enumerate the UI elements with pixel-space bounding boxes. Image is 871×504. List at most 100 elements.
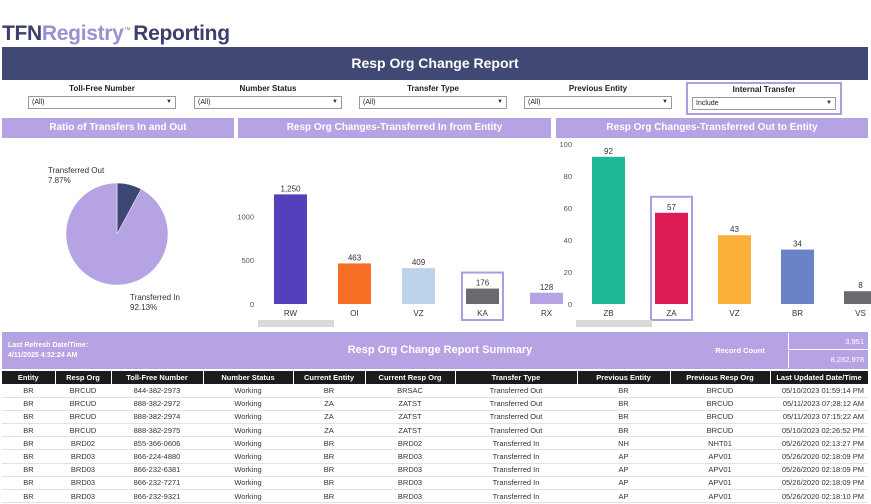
y-tick-label: 500 — [241, 256, 254, 265]
table-cell: BRD03 — [55, 463, 111, 477]
table-cell: NH — [577, 436, 670, 451]
table-cell: 05/26/2020 02:18:09 PM — [770, 476, 868, 491]
data-label: 463 — [348, 253, 362, 262]
x-tick-label: OI — [350, 309, 358, 318]
table-cell: 05/26/2020 02:18:09 PM — [770, 449, 868, 464]
data-label: 43 — [730, 225, 739, 234]
table-cell: Transferred Out — [455, 410, 577, 425]
table-cell: BRCUD — [55, 397, 111, 411]
table-cell: BRD03 — [55, 489, 111, 504]
transfer-type-dropdown[interactable]: (All) ▼ — [359, 96, 507, 109]
table-row[interactable]: BR BRCUD 844-382-2973 Working BR BRSAC Transfe… — [2, 384, 868, 398]
filter-label: Toll-Free Number — [69, 84, 135, 93]
table-cell: BR — [293, 489, 365, 504]
table-cell: BR — [2, 410, 55, 425]
bar — [466, 288, 499, 304]
table-row[interactable]: BR BRD03 866-224-4880 Working BR BRD03 Transfe… — [2, 449, 868, 464]
transferred-in-panel-header: Resp Org Changes-Transferred In from Ent… — [238, 118, 551, 138]
column-header[interactable]: Number Status — [203, 371, 294, 384]
table-row[interactable]: BR BRCUD 888-382-2975 Working ZA ZATST Transfe… — [2, 423, 868, 438]
table-cell: 866-232-7271 — [111, 476, 203, 491]
pie-slice — [65, 182, 169, 286]
table-cell: 866-232-6381 — [111, 463, 203, 477]
bar — [338, 263, 371, 304]
table-cell: BRD03 — [365, 463, 455, 477]
column-header[interactable]: Entity — [2, 371, 56, 384]
highlight-box — [461, 271, 504, 321]
table-cell: BR — [293, 449, 365, 464]
column-header[interactable]: Last Updated Date/Time — [770, 371, 869, 384]
table-cell: Transferred In — [455, 463, 577, 477]
x-tick-label: VS — [855, 309, 866, 318]
column-header[interactable]: Current Resp Org — [365, 371, 456, 384]
table-cell: 866-224-4880 — [111, 449, 203, 464]
table-cell: BRCUD — [670, 423, 770, 438]
x-tick-label: RX — [541, 309, 553, 318]
record-count-value-2: 8,282,978 — [788, 351, 868, 368]
table-row[interactable]: BR BRCUD 888-382-2974 Working ZA ZATST Transfe… — [2, 410, 868, 425]
transferred-out-bar-chart: 0 20 40 60 80 100 92 ZB 57 ZA 43 VZ 34 BR 8 VS — [559, 140, 871, 327]
filter-internal-transfer: Internal Transfer Include ▼ — [686, 82, 842, 115]
table-cell: 05/11/2023 07:28:12 AM — [770, 397, 868, 411]
last-refresh: Last Refresh Date/Time: 4/11/2025 4:32:2… — [8, 341, 88, 361]
table-cell: BRCUD — [55, 410, 111, 425]
pie-value: 92.13% — [130, 303, 157, 312]
table-row[interactable]: BR BRD03 866-232-6381 Working BR BRD03 Transfe… — [2, 463, 868, 477]
table-cell: BRSAC — [365, 384, 455, 398]
table-cell: BR — [2, 384, 55, 398]
table-cell: BRD03 — [365, 449, 455, 464]
dropdown-value: (All) — [363, 99, 376, 106]
column-header[interactable]: Toll-Free Number — [111, 371, 204, 384]
table-cell: 05/26/2020 02:18:09 PM — [770, 463, 868, 477]
table-row[interactable]: BR BRCUD 888-382-2972 Working ZA ZATST Transfe… — [2, 397, 868, 411]
filter-previous-entity: Previous Entity (All) ▼ — [524, 84, 672, 109]
chevron-down-icon: ▼ — [166, 99, 172, 105]
internal-transfer-dropdown[interactable]: Include ▼ — [692, 97, 836, 110]
table-row[interactable]: BR BRD03 866-232-7271 Working BR BRD03 Transfe… — [2, 476, 868, 491]
table-header-row: Entity Resp Org Toll-Free Number Number Sta… — [2, 371, 869, 384]
table-cell: AP — [577, 463, 670, 477]
table-cell: BR — [577, 397, 670, 411]
table-row[interactable]: BR BRD03 866-232-9321 Working BR BRD03 Transfe… — [2, 489, 868, 504]
column-header[interactable]: Resp Org — [55, 371, 112, 384]
column-header[interactable]: Previous Resp Org — [670, 371, 771, 384]
table-cell: BRCUD — [670, 384, 770, 398]
pie-value: 7.87% — [48, 176, 71, 185]
highlight-box — [650, 195, 693, 321]
bar — [655, 212, 688, 304]
table-cell: 844-382-2973 — [111, 384, 203, 398]
table-cell: 05/10/2023 02:26:52 PM — [770, 423, 868, 438]
table-cell: BR — [577, 384, 670, 398]
data-label: 8 — [858, 281, 863, 290]
y-tick-label: 80 — [564, 172, 572, 181]
previous-entity-dropdown[interactable]: (All) ▼ — [524, 96, 672, 109]
scrollbar-thumb — [258, 320, 334, 327]
column-header[interactable]: Previous Entity — [577, 371, 671, 384]
filter-label: Transfer Type — [407, 84, 459, 93]
table-cell: ZATST — [365, 397, 455, 411]
table-cell: BR — [2, 436, 55, 451]
table-cell: Working — [203, 476, 293, 491]
logo: TFNRegistry™ Reporting — [2, 22, 230, 46]
ratio-panel-header: Ratio of Transfers In and Out — [2, 118, 234, 138]
bar — [781, 249, 814, 304]
table-cell: Transferred In — [455, 436, 577, 451]
table-cell: APV01 — [670, 476, 770, 491]
column-header[interactable]: Transfer Type — [455, 371, 578, 384]
table-cell: 05/11/2023 07:15:22 AM — [770, 410, 868, 425]
table-cell: APV01 — [670, 489, 770, 504]
number-status-dropdown[interactable]: (All) ▼ — [194, 96, 342, 109]
table-cell: Transferred In — [455, 489, 577, 504]
pie-label: Transferred In — [130, 293, 180, 302]
summary-header — [2, 332, 868, 369]
table-cell: BR — [293, 463, 365, 477]
summary-table: Entity Resp Org Toll-Free Number Number Sta… — [2, 371, 869, 504]
chevron-down-icon: ▼ — [662, 99, 668, 105]
filter-transfer-type: Transfer Type (All) ▼ — [359, 84, 507, 109]
table-row[interactable]: BR BRD02 855-366-0606 Working BR BRD02 Transfe… — [2, 436, 868, 451]
chevron-down-icon: ▼ — [826, 100, 832, 106]
toll-free-number-dropdown[interactable]: (All) ▼ — [28, 96, 176, 109]
table-cell: 888-382-2975 — [111, 423, 203, 438]
column-header[interactable]: Current Entity — [293, 371, 366, 384]
y-tick-label: 1000 — [237, 212, 254, 221]
